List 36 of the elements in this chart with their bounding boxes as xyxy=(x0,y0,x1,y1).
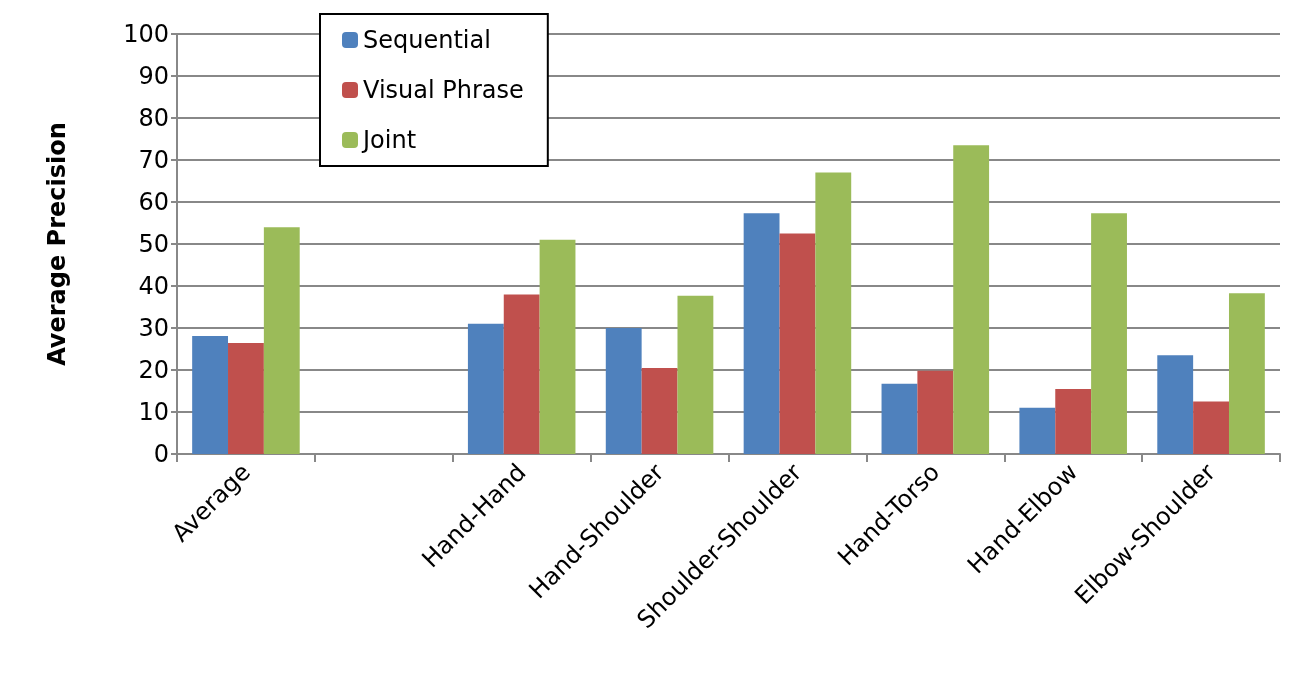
bar xyxy=(953,145,990,454)
bar xyxy=(467,323,504,454)
y-tick-label: 100 xyxy=(123,20,169,48)
bar xyxy=(815,172,852,454)
y-tick-label: 70 xyxy=(138,146,169,174)
bar xyxy=(192,335,229,454)
bar xyxy=(1055,388,1092,454)
bar xyxy=(539,239,576,454)
y-tick-label: 0 xyxy=(153,440,169,468)
bar xyxy=(263,227,300,454)
bar xyxy=(1157,355,1194,454)
bar xyxy=(605,328,642,454)
bar xyxy=(228,343,264,454)
bar xyxy=(881,383,918,454)
y-tick-label: 80 xyxy=(138,104,169,132)
bar xyxy=(1228,293,1265,454)
y-tick-label: 40 xyxy=(138,272,169,300)
bar xyxy=(1091,213,1127,454)
bar xyxy=(1193,401,1229,454)
bar xyxy=(779,233,816,454)
legend-label: Sequential xyxy=(363,26,491,54)
y-tick-label: 10 xyxy=(138,398,169,426)
legend-label: Joint xyxy=(361,126,417,154)
bar xyxy=(677,295,714,454)
bar xyxy=(641,367,678,454)
y-axis-title: Average Precision xyxy=(43,122,71,366)
y-tick-label: 60 xyxy=(138,188,169,216)
bar xyxy=(1019,407,1056,454)
legend-label: Visual Phrase xyxy=(363,76,524,104)
y-tick-label: 90 xyxy=(138,62,169,90)
bar xyxy=(743,213,780,454)
y-tick-label: 30 xyxy=(138,314,169,342)
bar xyxy=(917,370,954,454)
y-tick-label: 50 xyxy=(138,230,169,258)
bar xyxy=(503,294,540,454)
y-tick-label: 20 xyxy=(138,356,169,384)
